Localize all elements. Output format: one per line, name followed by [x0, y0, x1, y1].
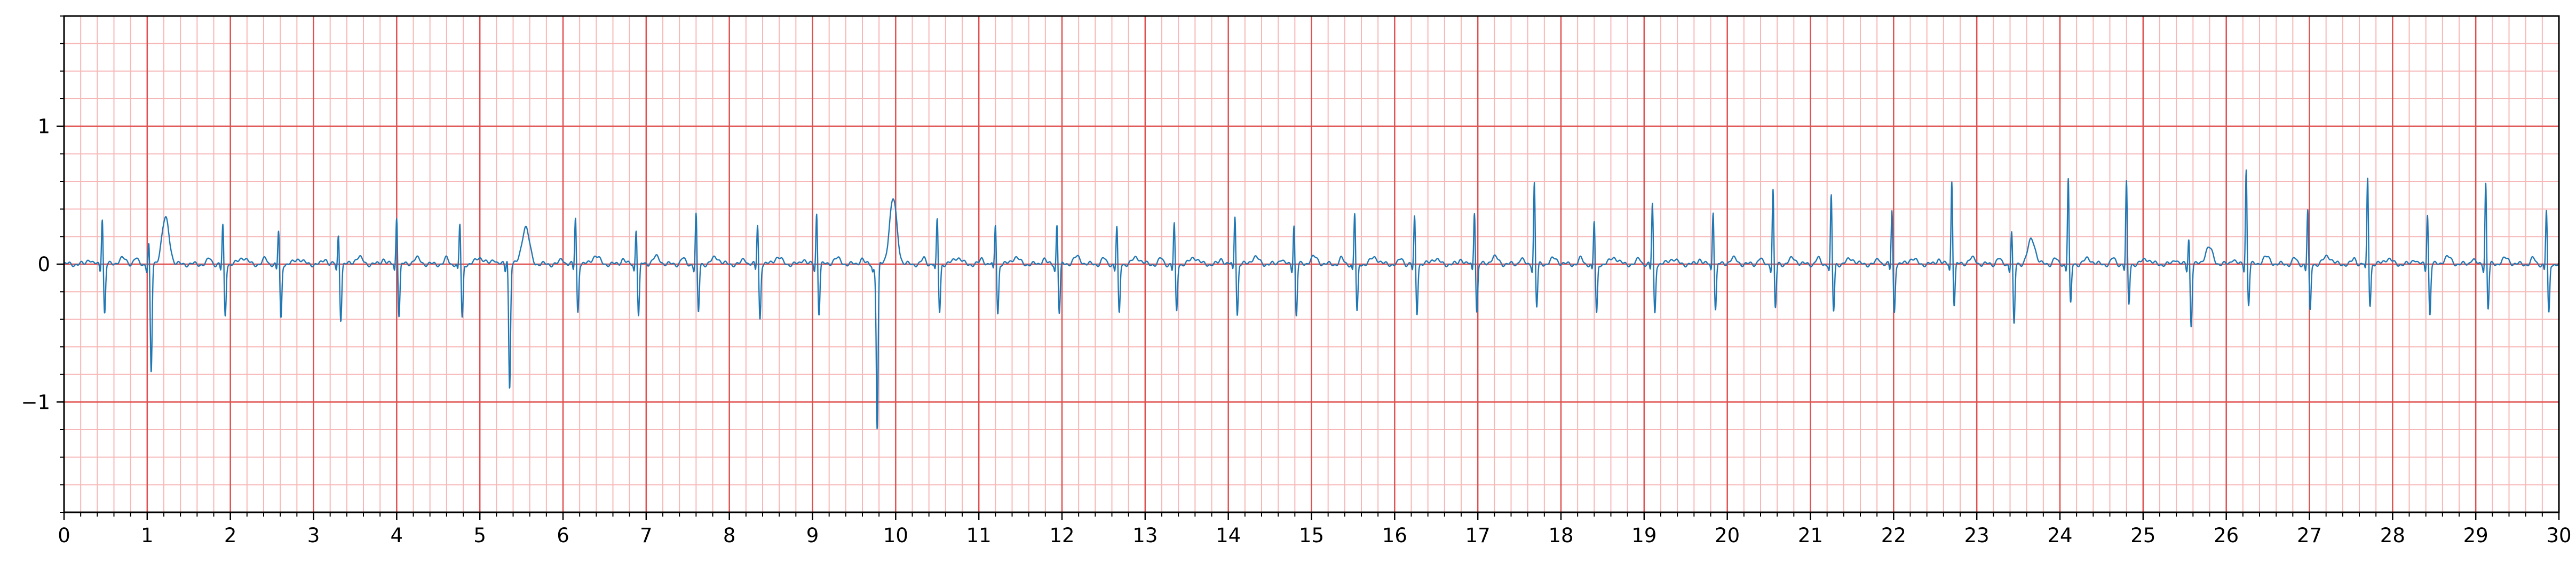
x-tick-label: 28	[2380, 524, 2405, 547]
y-tick-label: 1	[37, 115, 50, 138]
x-tick-label: 18	[1548, 524, 1573, 547]
x-axis: 0 1 2 3 4 5 6 7 8 9 10 11 12 13 14 15 16 17 18 19 20 21 22 23 24…	[58, 512, 2572, 547]
x-tick-label: 24	[2047, 524, 2072, 547]
ecg-trace	[64, 169, 2560, 430]
x-tick-label: 13	[1132, 524, 1158, 547]
x-tick-label: 22	[1881, 524, 1906, 547]
x-tick-label: 10	[883, 524, 908, 547]
x-tick-label: 4	[391, 524, 403, 547]
x-tick-label: 9	[806, 524, 819, 547]
x-tick-label: 25	[2130, 524, 2155, 547]
x-tick-label: 26	[2214, 524, 2239, 547]
x-tick-label: 6	[557, 524, 569, 547]
x-tick-label: 23	[1964, 524, 1990, 547]
x-tick-label: 1	[141, 524, 154, 547]
x-tick-label: 21	[1798, 524, 1823, 547]
x-tick-label: 12	[1049, 524, 1074, 547]
y-tick-label: 0	[37, 253, 50, 276]
x-tick-label: 15	[1299, 524, 1324, 547]
x-tick-label: 17	[1465, 524, 1491, 547]
x-tick-label: 7	[640, 524, 653, 547]
x-tick-label: 11	[966, 524, 992, 547]
x-tick-label: 29	[2463, 524, 2488, 547]
x-tick-label: 14	[1216, 524, 1241, 547]
x-tick-label: 16	[1382, 524, 1407, 547]
trace-layer	[64, 169, 2560, 430]
y-tick-label: −1	[21, 391, 50, 414]
y-axis: −1 0 1	[21, 15, 64, 513]
x-tick-label: 30	[2546, 524, 2571, 547]
x-tick-label: 27	[2297, 524, 2322, 547]
x-tick-label: 20	[1715, 524, 1740, 547]
x-tick-label: 8	[723, 524, 736, 547]
x-tick-label: 19	[1631, 524, 1656, 547]
x-tick-label: 3	[307, 524, 320, 547]
x-tick-label: 0	[58, 524, 70, 547]
x-tick-label: 2	[224, 524, 237, 547]
x-tick-label: 5	[473, 524, 486, 547]
